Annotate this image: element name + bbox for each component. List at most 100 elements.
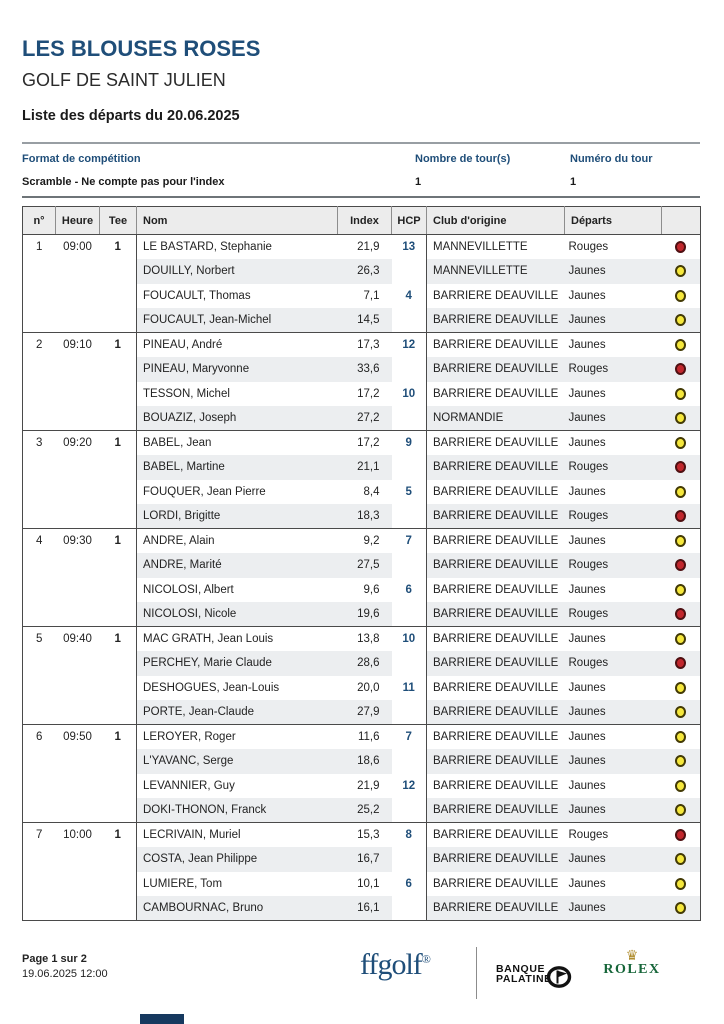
player-departs-cell: Rouges xyxy=(564,357,662,382)
player-departs-cell: Jaunes xyxy=(564,798,662,823)
player-index-cell: 13,8 xyxy=(337,626,392,651)
player-hcp-cell xyxy=(392,798,427,823)
player-departs-cell: Jaunes xyxy=(568,583,606,596)
player-row: FOUQUER, Jean Pierre 8,4 5 BARRIERE DEAUVIL… xyxy=(23,479,701,504)
footer-divider xyxy=(476,947,477,999)
player-row: 4 09:30 1 ANDRE, Alain 9,2 7 BARRIERE DEAUVILL… xyxy=(22,528,701,627)
player-club-cell: BARRIERE DEAUVILLE xyxy=(426,381,565,406)
group-number: 6 xyxy=(22,724,56,823)
player-marker-cell xyxy=(661,332,701,357)
group-number: 7 xyxy=(22,822,56,921)
divider-top xyxy=(22,142,700,144)
player-index-cell: 21,1 xyxy=(337,455,392,480)
player-name-cell: LE BASTARD, Stephanie xyxy=(136,234,338,259)
player-name-cell: PINEAU, Maryvonne xyxy=(136,357,338,382)
player-row: LORDI, Brigitte 18,3 BARRIERE DEAUVILLE Rou… xyxy=(23,504,701,529)
tee-marker-yellow-icon xyxy=(675,901,687,914)
player-index-cell: 9,2 xyxy=(337,528,392,553)
player-name-cell: BABEL, Jean xyxy=(136,430,338,455)
col-header-departs: Départs xyxy=(564,206,662,235)
tee-marker-red-icon xyxy=(675,828,687,841)
table-header-row: n° Heure Tee Nom Index HCP Club d'origin… xyxy=(22,206,701,235)
player-club-cell: BARRIERE DEAUVILLE xyxy=(426,700,565,725)
player-name-cell: PINEAU, André xyxy=(136,332,338,357)
tee-marker-yellow-icon xyxy=(675,485,687,498)
player-club-cell: BARRIERE DEAUVILLE xyxy=(426,577,565,602)
player-row: BABEL, Martine 21,1 BARRIERE DEAUVILLE Roug… xyxy=(23,455,701,480)
player-name-cell: FOUCAULT, Thomas xyxy=(136,283,338,308)
player-club-cell: BARRIERE DEAUVILLE xyxy=(426,602,565,627)
player-hcp-cell xyxy=(392,896,427,921)
player-hcp-cell xyxy=(392,749,427,774)
player-club-cell: BARRIERE DEAUVILLE xyxy=(426,528,565,553)
tee-marker-yellow-icon xyxy=(675,853,687,866)
group-number: 5 xyxy=(22,626,56,725)
player-marker-cell xyxy=(661,234,701,259)
rounds-label: Nombre de tour(s) xyxy=(415,153,511,165)
player-departs-cell: Jaunes xyxy=(564,406,662,431)
player-departs-cell: Jaunes xyxy=(564,332,662,357)
player-index-cell: 10,1 xyxy=(357,877,380,890)
player-departs-cell: Jaunes xyxy=(564,259,662,284)
player-hcp-cell: 6 xyxy=(405,583,412,596)
player-row: 6 09:50 1 LEROYER, Roger 11,6 7 BARRIERE DEAUV… xyxy=(22,724,701,823)
player-marker-cell xyxy=(661,822,701,847)
player-hcp-cell: 10 xyxy=(402,387,416,400)
player-index-cell: 27,9 xyxy=(337,700,392,725)
player-club-cell: BARRIERE DEAUVILLE xyxy=(426,553,565,578)
player-club-cell: BARRIERE DEAUVILLE xyxy=(426,455,565,480)
player-name-cell: ANDRE, Alain xyxy=(136,528,338,553)
player-club-cell: BARRIERE DEAUVILLE xyxy=(426,357,565,382)
player-club-cell: BARRIERE DEAUVILLE xyxy=(426,773,565,798)
col-header-nom: Nom xyxy=(136,206,338,235)
player-club-cell: MANNEVILLETTE xyxy=(426,259,565,284)
player-row: CAMBOURNAC, Bruno 16,1 BARRIERE DEAUVILLE J… xyxy=(23,896,701,921)
player-name-cell: LEVANNIER, Guy xyxy=(136,773,338,798)
bottom-accent-bar xyxy=(140,1014,184,1024)
player-name-cell: LEROYER, Roger xyxy=(136,724,338,749)
page-info: Page 1 sur 2 19.06.2025 12:00 xyxy=(22,952,108,982)
player-name-cell: L'YAVANC, Serge xyxy=(136,749,338,774)
player-marker-cell xyxy=(662,578,701,603)
player-club-cell: BARRIERE DEAUVILLE xyxy=(426,798,565,823)
player-index-cell: 28,6 xyxy=(337,651,392,676)
group-tee: 1 xyxy=(99,430,137,529)
banque-line2: PALATINE xyxy=(496,973,552,985)
player-hcp-cell xyxy=(392,406,427,431)
tee-marker-yellow-icon xyxy=(675,681,687,694)
player-row: BOUAZIZ, Joseph 27,2 NORMANDIE Jaunes xyxy=(23,406,701,431)
player-club-cell: BARRIERE DEAUVILLE xyxy=(426,332,565,357)
player-hcp-cell: 8 xyxy=(391,822,427,847)
player-name-cell: LORDI, Brigitte xyxy=(136,504,338,529)
player-hcp-cell xyxy=(392,308,427,333)
player-row: DOKI-THONON, Franck 25,2 BARRIERE DEAUVILL… xyxy=(23,798,701,823)
player-club-cell: BARRIERE DEAUVILLE xyxy=(426,283,565,308)
player-departs-cell: Rouges xyxy=(564,822,662,847)
tee-marker-yellow-icon xyxy=(675,313,687,326)
group-time: 09:10 xyxy=(55,332,100,431)
tee-marker-yellow-icon xyxy=(675,705,687,718)
player-row: NICOLOSI, Nicole 19,6 BARRIERE DEAUVILLE Ro… xyxy=(23,602,701,627)
player-index-cell: 19,6 xyxy=(337,602,392,627)
player-row: 5 09:40 1 MAC GRATH, Jean Louis 13,8 10 BARRIE… xyxy=(22,626,701,725)
player-index-cell: 27,5 xyxy=(337,553,392,578)
player-club-cell: BARRIERE DEAUVILLE xyxy=(426,896,565,921)
rolex-wordmark: ROLEX xyxy=(603,962,661,977)
player-index-cell: 14,5 xyxy=(337,308,392,333)
player-marker-cell xyxy=(661,651,701,676)
player-row: DOUILLY, Norbert 26,3 MANNEVILLETTE Jaunes xyxy=(23,259,701,284)
player-marker-cell xyxy=(661,602,701,627)
rolex-crown-icon: ♛ xyxy=(625,947,639,963)
page-title: LES BLOUSES ROSES xyxy=(22,36,261,61)
player-name-cell: NICOLOSI, Nicole xyxy=(136,602,338,627)
player-departs-cell: Jaunes xyxy=(564,700,662,725)
group-tee: 1 xyxy=(99,332,137,431)
player-index-cell: 9,6 xyxy=(363,583,380,596)
player-club-cell: BARRIERE DEAUVILLE xyxy=(426,871,565,896)
player-club-cell: BARRIERE DEAUVILLE xyxy=(426,749,565,774)
tee-marker-red-icon xyxy=(675,657,687,670)
player-departs-cell: Jaunes xyxy=(568,387,606,400)
col-header-club: Club d'origine xyxy=(426,206,565,235)
tee-marker-yellow-icon xyxy=(675,583,687,596)
player-index-cell: 17,3 xyxy=(337,332,392,357)
